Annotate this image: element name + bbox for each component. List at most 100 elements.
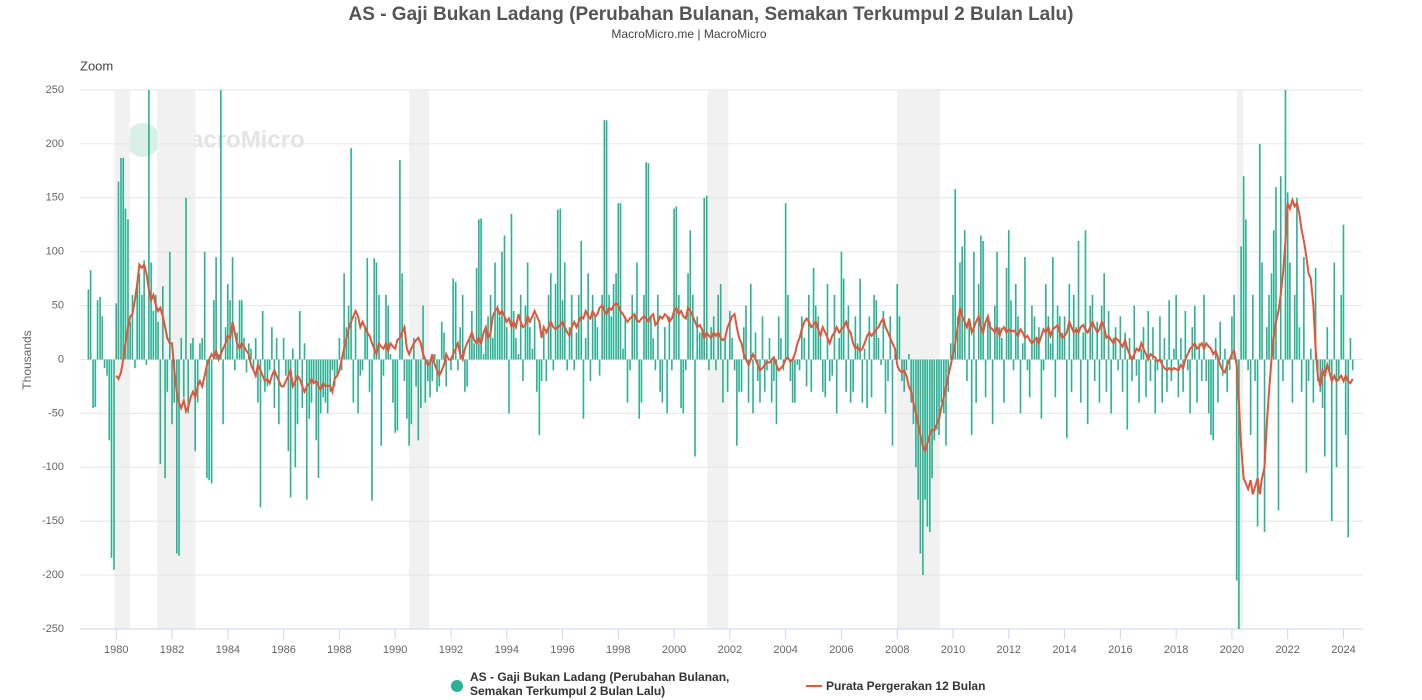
bar [982, 240, 984, 360]
bar [1254, 359, 1256, 382]
bar [192, 337, 194, 360]
bar [731, 337, 733, 360]
bar [247, 343, 250, 360]
bar [1138, 359, 1140, 403]
bar [515, 337, 517, 360]
bar [315, 359, 318, 441]
bar [196, 359, 199, 403]
bar [1003, 359, 1005, 403]
bar [508, 359, 510, 414]
bar [92, 359, 94, 409]
bar [1072, 294, 1075, 360]
bar [266, 359, 269, 387]
bar [194, 359, 196, 452]
bar [708, 359, 710, 371]
bar [754, 332, 757, 360]
x-tick-label: 1996 [550, 644, 574, 656]
x-tick-label: 2022 [1275, 644, 1299, 656]
bar [303, 343, 306, 360]
bar [705, 195, 708, 360]
bar [529, 327, 531, 360]
bar [127, 219, 129, 360]
bar [1200, 359, 1203, 382]
bar [673, 208, 675, 360]
bar [917, 359, 919, 500]
bar [466, 359, 468, 387]
bar [317, 359, 320, 479]
bar [517, 354, 520, 360]
zoom-label[interactable]: Zoom [80, 58, 113, 73]
bar [1014, 284, 1017, 360]
bar [668, 316, 671, 360]
bar [1035, 337, 1038, 360]
bar [833, 294, 836, 360]
bar [408, 359, 410, 446]
x-tick-label: 2010 [941, 644, 965, 656]
bar [870, 359, 873, 398]
bar [654, 359, 657, 371]
bar [522, 359, 524, 382]
bar [122, 157, 125, 360]
legend-entry[interactable]: Purata Pergerakan 12 Bulan [826, 679, 986, 693]
bar [1228, 359, 1231, 371]
bar [1052, 257, 1054, 360]
bar [319, 359, 322, 414]
bar [87, 289, 90, 360]
x-tick-label: 2020 [1220, 644, 1244, 656]
bar [1265, 327, 1268, 360]
bar [1175, 294, 1177, 360]
bar [257, 359, 259, 403]
bar [938, 359, 940, 435]
bar [940, 359, 943, 403]
bar [1319, 359, 1322, 392]
bar [568, 327, 571, 360]
bar [1242, 176, 1245, 360]
bar [905, 359, 908, 371]
bar [998, 327, 1001, 360]
bar [770, 359, 773, 403]
chart-subtitle: MacroMicro.me | MacroMicro [611, 27, 766, 41]
bar [429, 359, 431, 398]
bar [1293, 294, 1296, 360]
bar [1100, 305, 1103, 360]
bar [577, 294, 580, 360]
bar [1268, 294, 1270, 360]
bar [1328, 359, 1331, 371]
bar [540, 359, 543, 382]
bar [591, 294, 594, 360]
bar [1349, 337, 1352, 360]
bar [1093, 359, 1096, 382]
bar [819, 337, 822, 360]
bar [1275, 187, 1277, 360]
bar [1145, 359, 1147, 398]
bar [738, 359, 740, 392]
bar [433, 354, 436, 360]
bar [1105, 359, 1108, 392]
bar [1238, 359, 1240, 629]
bar [155, 294, 157, 360]
bar [1347, 359, 1350, 538]
bar [603, 120, 606, 360]
bar [220, 90, 222, 360]
bar [94, 359, 97, 407]
legend-entry[interactable]: AS - Gaji Bukan Ladang (Perubahan Bulana… [470, 670, 730, 698]
bar [796, 359, 799, 365]
moving-average-line [115, 196, 1354, 495]
bar [117, 181, 120, 360]
bar [457, 359, 459, 371]
bar [643, 294, 645, 360]
bar [273, 359, 276, 409]
bar [1086, 359, 1089, 425]
bar [740, 359, 743, 392]
bar [1212, 359, 1215, 441]
bar [480, 218, 482, 360]
bar [1054, 359, 1057, 398]
bar [343, 273, 345, 360]
bar [1154, 359, 1157, 414]
bar [134, 359, 136, 369]
bar [896, 284, 899, 360]
bar [445, 359, 448, 387]
bar [394, 359, 396, 433]
bar [1210, 359, 1212, 435]
bar [410, 359, 413, 425]
